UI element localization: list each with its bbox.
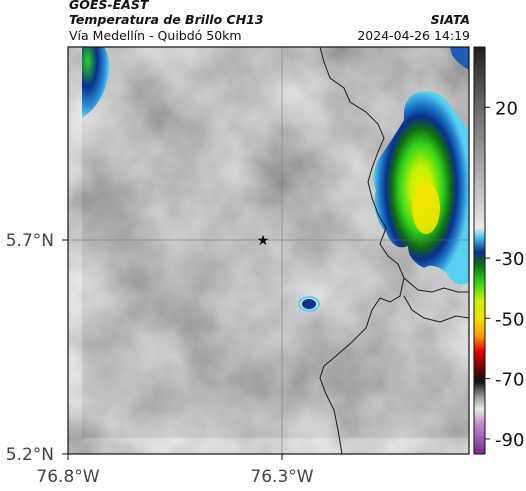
colorbar-tick-label: 20 — [495, 98, 518, 119]
lat-tick-label: 5.2°N — [6, 445, 54, 465]
lon-tick-label: 76.3°W — [250, 467, 313, 487]
municipal-boundary-south — [403, 295, 469, 323]
organization-label: SIATA — [430, 12, 470, 27]
region-subtitle: Vía Medellín - Quibdó 50km — [69, 28, 242, 43]
small-storm-cell — [302, 299, 316, 309]
colorbar-tick-label: -90 — [495, 430, 524, 451]
lat-tick-label: 5.7°N — [6, 231, 54, 251]
municipal-boundary — [403, 277, 469, 293]
colorbar — [473, 46, 486, 455]
colorbar-tick-label: -50 — [495, 309, 524, 330]
department-boundary — [319, 47, 405, 454]
satellite-image: ★ — [68, 47, 469, 454]
colorbar-tick-label: -30 — [495, 249, 524, 270]
product-title: Temperatura de Brillo CH13 — [69, 12, 264, 27]
colorbar-ticks: 20 -30 -50 -70 -90 — [485, 98, 524, 451]
storm-core — [412, 182, 440, 234]
cold-cloud-northwest — [82, 47, 110, 118]
map-axes: 76.8°W 76.3°W 5.7°N 5.2°N — [6, 231, 314, 487]
map-frame — [67, 46, 470, 455]
location-star-icon: ★ — [257, 233, 270, 249]
lon-tick-label: 76.8°W — [36, 467, 99, 487]
cold-cloud-northeast-edge — [450, 47, 469, 70]
timestamp: 2024-04-26 14:19 — [357, 28, 470, 43]
small-storm-cell-halo — [298, 296, 320, 312]
colorbar-tick-label: -70 — [495, 370, 524, 391]
satellite-label: GOES-EAST — [69, 0, 149, 12]
